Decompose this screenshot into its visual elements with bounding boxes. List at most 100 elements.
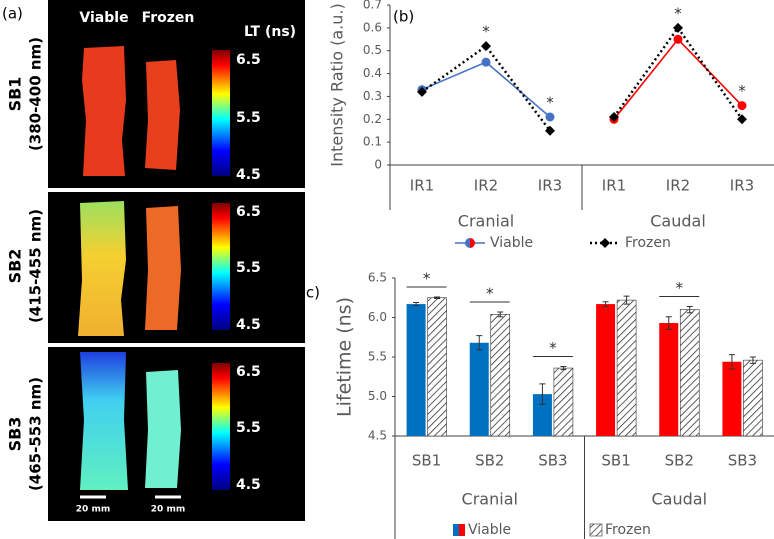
legend-swatch	[459, 524, 465, 536]
legend-label: Frozen	[625, 235, 671, 251]
scale-bar-label: 20 mm	[76, 505, 110, 515]
legend-label: Frozen	[605, 522, 651, 538]
error-bar	[623, 295, 630, 305]
group-label: Cranial	[458, 212, 514, 231]
bar	[659, 323, 679, 436]
bar	[553, 367, 574, 437]
tissue-image	[80, 352, 128, 490]
x-tick-label: SB2	[665, 452, 694, 470]
group-label: Caudal	[651, 490, 707, 509]
error-bar	[602, 301, 609, 307]
panel-label: (b)	[393, 8, 414, 26]
x-tick-label: IR3	[538, 177, 562, 195]
y-tick-label: 0.2	[363, 112, 382, 126]
group-label: Caudal	[650, 212, 706, 231]
legend-marker	[470, 238, 475, 248]
x-tick-label: IR1	[602, 177, 626, 195]
y-tick-label: 0.1	[363, 135, 382, 149]
x-tick-label: SB1	[601, 452, 630, 470]
significance-mark: *	[546, 94, 554, 112]
group-label: Cranial	[462, 490, 518, 509]
y-tick-label: 0.6	[363, 20, 382, 34]
bar	[679, 309, 700, 437]
tissue-image	[78, 201, 126, 336]
colorbar-tick: 6.5	[236, 364, 261, 380]
y-tick-label: 0.5	[363, 43, 382, 57]
row-label: SB3	[6, 417, 25, 452]
x-tick-label: IR1	[410, 177, 434, 195]
tissue-image	[145, 206, 181, 330]
y-axis-label: Lifetime (ns)	[334, 297, 356, 417]
colorbar	[212, 203, 230, 330]
error-bar	[434, 296, 441, 300]
legend-label: Viable	[468, 522, 511, 538]
bar	[743, 359, 763, 437]
colorbar	[212, 50, 230, 176]
colorbar-tick: 4.5	[236, 477, 261, 493]
legend-marker	[600, 238, 610, 248]
error-bar	[686, 305, 693, 314]
panel-label: (c)	[300, 284, 320, 302]
point-marker	[545, 125, 555, 136]
significance-mark: *	[486, 284, 494, 302]
x-tick-label: IR3	[730, 177, 754, 195]
point-marker	[673, 34, 683, 44]
series-line	[613, 38, 743, 120]
legend-marker	[465, 238, 470, 248]
tissue-image	[145, 60, 180, 170]
error-bar	[728, 354, 735, 370]
bar	[406, 304, 426, 436]
significance-mark: *	[738, 82, 746, 100]
colorbar-tick: 5.5	[236, 420, 261, 436]
error-bar	[476, 335, 483, 351]
x-tick-label: IR2	[666, 177, 690, 195]
panel-a: (a) Viable Frozen LT (ns) 6.5 5.5 4.5 6.…	[2, 0, 305, 521]
point-marker	[545, 112, 555, 122]
column-header: Frozen	[142, 10, 195, 26]
error-bar	[413, 301, 420, 307]
bar	[427, 297, 447, 437]
bar	[596, 304, 616, 436]
bar	[469, 342, 489, 436]
colorbar-tick: 6.5	[236, 52, 261, 68]
point-marker	[609, 112, 619, 122]
legend-swatch	[589, 523, 603, 537]
colorbar	[212, 363, 230, 490]
colorbar-tick: 5.5	[236, 260, 261, 276]
x-tick-label: SB3	[728, 452, 757, 470]
bar	[490, 314, 511, 437]
error-bar	[539, 383, 546, 405]
bar	[532, 394, 552, 436]
colorbar-tick: 4.5	[236, 317, 261, 333]
error-bar	[665, 316, 672, 330]
y-tick-label: 5.5	[368, 350, 387, 364]
point-marker	[673, 22, 683, 33]
y-tick-label: 0	[374, 158, 382, 172]
tissue-image	[82, 46, 126, 176]
error-bar	[749, 356, 756, 364]
colorbar-tick: 5.5	[236, 110, 261, 126]
series-line	[421, 44, 551, 132]
y-axis-label: Intensity Ratio (a.u.)	[328, 3, 347, 167]
x-tick-label: SB3	[538, 452, 567, 470]
point-marker	[737, 114, 747, 125]
colorbar-title: LT (ns)	[244, 24, 296, 40]
significance-mark: *	[674, 4, 682, 22]
significance-mark: *	[676, 279, 684, 297]
y-tick-label: 0.3	[363, 89, 382, 103]
colorbar-tick: 4.5	[236, 167, 261, 183]
significance-mark: *	[423, 269, 431, 287]
y-tick-label: 6.0	[368, 310, 387, 324]
legend-label: Viable	[490, 235, 533, 251]
point-marker	[417, 86, 427, 97]
y-tick-label: 5.0	[368, 389, 387, 403]
row-label: SB2	[6, 249, 25, 284]
legend-swatch	[453, 524, 459, 536]
bar	[722, 361, 742, 436]
y-tick-label: 6.5	[368, 271, 387, 285]
row-label: SB1	[6, 77, 25, 112]
point-marker	[481, 57, 491, 67]
x-tick-label: SB1	[412, 452, 441, 470]
x-tick-label: IR2	[474, 177, 498, 195]
